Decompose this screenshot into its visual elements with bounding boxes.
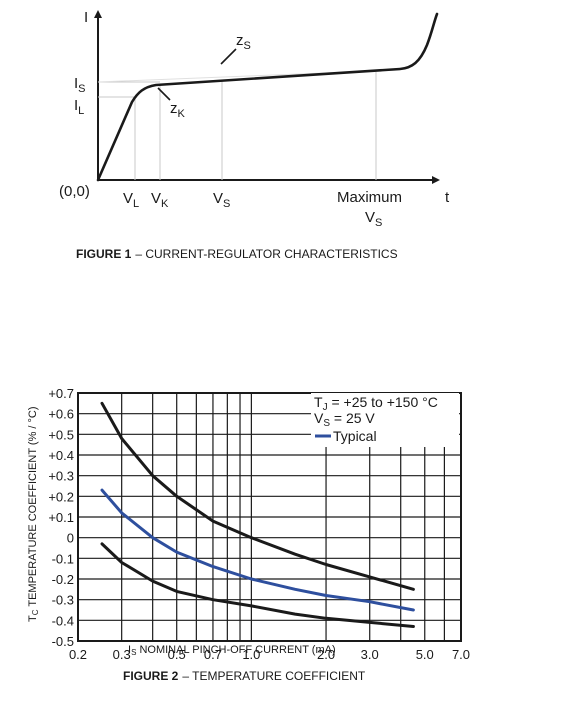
fig2-y-axis-title-prefix: T — [27, 615, 39, 622]
fig2-y-tick-label: +0.7 — [48, 386, 74, 401]
fig2-condition-tj: TJ = +25 to +150 °C — [314, 394, 438, 413]
fig2-y-tick-label: +0.5 — [48, 427, 74, 442]
fig2-condition-tj-sub: J — [323, 402, 328, 413]
fig1-xtick-vl-sub: L — [133, 198, 139, 210]
fig2-y-tick-label: +0.3 — [48, 469, 74, 484]
fig2-x-tick-label: 7.0 — [452, 647, 470, 662]
fig2-caption-number: FIGURE 2 — [123, 669, 179, 683]
fig1-ytick-il-sub: L — [78, 105, 84, 117]
fig1-annotation-zs-main: z — [236, 32, 244, 49]
fig1-xtick-vk: VK — [151, 190, 169, 210]
fig2-x-tick-label: 2.0 — [317, 647, 335, 662]
fig2-x-ticks: 0.2 0.3 0.5 0.7 1.0 2.0 3.0 5.0 7.0 — [69, 647, 470, 662]
fig2-y-tick-label: +0.4 — [48, 448, 74, 463]
fig1-xtick-vl-main: V — [123, 190, 133, 207]
fig2-y-tick-label: +0.6 — [48, 407, 74, 422]
fig1-zs-leader — [220, 48, 237, 65]
fig2-grid — [77, 392, 462, 642]
fig2-x-axis-title-prefix: I — [128, 644, 131, 656]
fig1-annotation-zs-sub: S — [244, 40, 251, 52]
fig1-caption: FIGURE 1– CURRENT-REGULATOR CHARACTERIST… — [76, 247, 398, 261]
fig2-y-tick-label: -0.2 — [52, 572, 74, 587]
fig2-y-axis-title-text: TEMPERATURE COEFFICIENT (% / °C) — [27, 406, 39, 609]
fig1-origin-label: (0,0) — [59, 183, 90, 200]
fig1-ytick-is: IS — [74, 75, 86, 95]
fig1-xtick-vk-main: V — [151, 190, 161, 207]
fig2-condition-vs-sub: S — [323, 418, 330, 429]
fig1-ytick-is-main: I — [74, 75, 78, 92]
fig2-caption: FIGURE 2– TEMPERATURE COEFFICIENT — [123, 669, 366, 683]
fig2-condition-tj-text: = +25 to +150 °C — [328, 394, 438, 410]
figure-2: +0.7 +0.6 +0.5 +0.4 +0.3 +0.2 +0.1 0 -0.1 -0.2 -0.… — [27, 386, 470, 683]
fig2-legend-label-typical: Typical — [333, 428, 377, 444]
fig1-ytick-is-sub: S — [78, 83, 85, 95]
fig2-condition-vs: VS = 25 V — [314, 410, 375, 429]
fig2-x-axis-title-sub: S — [131, 648, 136, 657]
fig2-x-tick-label: 0.2 — [69, 647, 87, 662]
fig1-xtick-vk-sub: K — [161, 198, 169, 210]
fig2-condition-tj-prefix: T — [314, 394, 323, 410]
fig1-x-axis-label: t — [445, 189, 450, 206]
fig2-y-axis-title-sub: C — [31, 609, 40, 615]
fig2-condition-vs-prefix: V — [314, 410, 324, 426]
fig2-y-tick-label: -0.3 — [52, 593, 74, 608]
fig1-annotation-zk-sub: K — [178, 108, 186, 120]
fig2-x-tick-label: 3.0 — [361, 647, 379, 662]
fig2-x-tick-label: 5.0 — [416, 647, 434, 662]
fig2-y-tick-label: +0.1 — [48, 510, 74, 525]
fig1-annotation-zk-main: z — [170, 100, 178, 117]
fig1-xtick-vs-main: V — [213, 190, 223, 207]
fig1-xtick-vs: VS — [213, 190, 230, 210]
fig1-xtick-max-vs: VS — [365, 209, 382, 229]
fig2-x-tick-label: 0.3 — [113, 647, 131, 662]
fig2-series-typical — [100, 488, 415, 612]
fig2-y-tick-label: +0.2 — [48, 489, 74, 504]
fig1-xtick-max-vs-main: V — [365, 209, 375, 226]
fig2-series-upper-limit — [100, 401, 415, 591]
fig1-xtick-max-vs-sub: S — [375, 217, 382, 229]
fig1-xtick-vl: VL — [123, 190, 139, 210]
fig2-x-tick-label: 0.5 — [168, 647, 186, 662]
fig2-x-axis-title: IS NOMINAL PINCH-OFF CURRENT (mA) — [128, 644, 336, 657]
fig2-y-tick-label: -0.5 — [52, 634, 74, 649]
fig1-caption-text: – CURRENT-REGULATOR CHARACTERISTICS — [135, 247, 397, 261]
fig2-x-axis-title-text: NOMINAL PINCH-OFF CURRENT (mA) — [136, 644, 335, 656]
fig2-y-axis-title: TC TEMPERATURE COEFFICIENT (% / °C) — [27, 406, 40, 622]
fig2-y-tick-label: -0.4 — [52, 613, 74, 628]
fig1-zk-leader — [157, 87, 171, 101]
fig2-x-tick-label: 0.7 — [204, 647, 222, 662]
fig2-caption-text: – TEMPERATURE COEFFICIENT — [182, 669, 366, 683]
fig2-series — [100, 401, 415, 628]
fig2-series-lower-limit — [100, 542, 415, 628]
fig1-y-arrow — [94, 10, 102, 18]
fig1-xtick-vs-sub: S — [223, 198, 230, 210]
fig1-xtick-max: Maximum — [337, 189, 402, 206]
fig2-y-tick-label: 0 — [67, 531, 74, 546]
fig2-x-tick-label: 1.0 — [242, 647, 260, 662]
fig2-condition-vs-text: = 25 V — [330, 410, 375, 426]
fig1-annotation-zs: zS — [236, 32, 251, 52]
fig1-y-axis-label: I — [84, 9, 88, 26]
fig1-x-arrow — [432, 176, 440, 184]
fig2-y-tick-label: -0.1 — [52, 551, 74, 566]
fig1-ytick-il: IL — [74, 97, 84, 117]
fig1-ytick-il-main: I — [74, 97, 78, 114]
fig2-legend-box — [311, 393, 459, 447]
fig1-caption-number: FIGURE 1 — [76, 247, 132, 261]
fig1-annotation-zk: zK — [170, 100, 186, 120]
fig1-characteristic-curve — [96, 12, 439, 182]
fig2-y-ticks: +0.7 +0.6 +0.5 +0.4 +0.3 +0.2 +0.1 0 -0.1 -0.2 -0.… — [48, 386, 74, 649]
